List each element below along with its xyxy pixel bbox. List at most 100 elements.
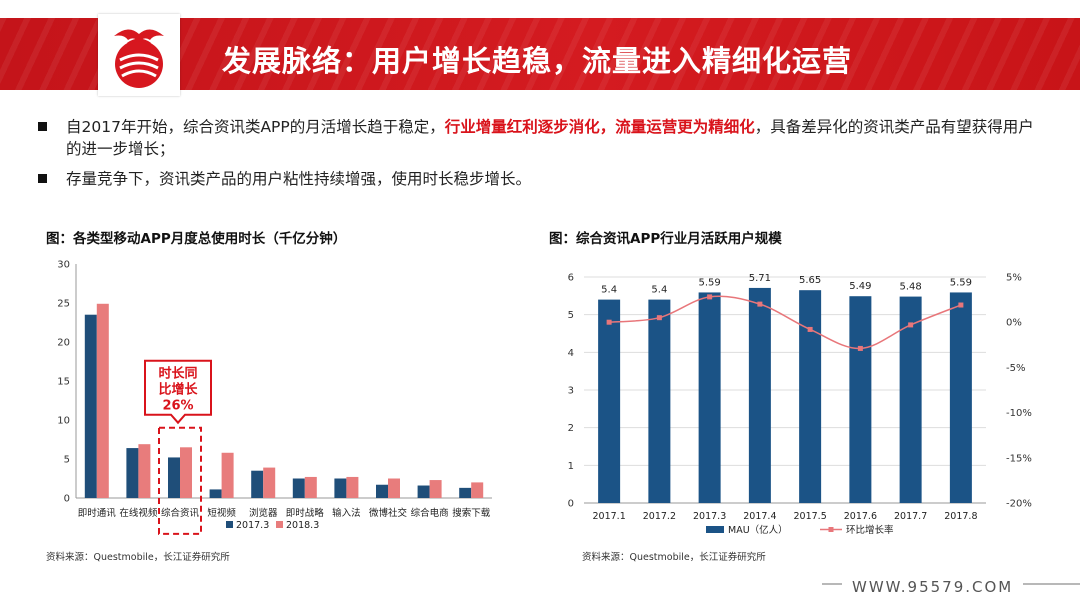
bar-2017.3 <box>292 478 305 498</box>
growth-rate-marker <box>707 294 713 300</box>
growth-rate-marker <box>656 315 662 321</box>
legend-label: 2017.3 <box>236 520 269 531</box>
footer-url: WWW.95579.COM <box>842 578 1024 596</box>
bullet-item-2: 存量竞争下，资讯类产品的用户粘性持续增强，使用时长稳步增长。 <box>36 168 1046 190</box>
y2-tick-label: -5% <box>1006 363 1025 374</box>
x-tick-label: 搜索下载 <box>452 507 491 519</box>
x-tick-label: 在线视频 <box>119 507 158 519</box>
bullet-1-text-end: ，具备差异化的资讯类产品有望获得用户的进一步增长； <box>66 118 1034 158</box>
annotation-text: 26% <box>162 399 193 414</box>
y-tick-label: 0 <box>64 494 70 505</box>
bar-2018.3 <box>221 452 234 498</box>
bar-value-label: 5.4 <box>651 285 667 296</box>
bar-2018.3 <box>180 447 192 498</box>
growth-rate-line <box>609 295 962 350</box>
bar-mau <box>748 287 771 503</box>
y-tick-label: 6 <box>568 273 574 284</box>
bullet-square-icon <box>38 122 47 131</box>
legend-label: MAU（亿人） <box>728 524 788 536</box>
bar-value-label: 5.59 <box>698 277 720 288</box>
highlight-dashed-box <box>158 426 202 535</box>
bar-2017.3 <box>209 489 222 498</box>
y-tick-label: 20 <box>57 338 70 349</box>
bullet-2-text: 存量竞争下，资讯类产品的用户粘性持续增强，使用时长稳步增长。 <box>66 170 532 188</box>
x-tick-label: 即时通讯 <box>78 507 117 519</box>
x-tick-label: 2017.7 <box>894 511 927 522</box>
y-tick-label: 30 <box>57 260 70 271</box>
bar-2017.3 <box>251 470 264 498</box>
y2-tick-label: -10% <box>1006 408 1032 419</box>
right-chart-title: 图：综合资讯APP行业月活跃用户规模 <box>549 231 782 247</box>
phoenix-logo-icon <box>114 29 164 88</box>
bar-2018.3 <box>304 476 317 498</box>
y2-tick-label: 5% <box>1006 273 1022 284</box>
legend-swatch <box>276 521 283 528</box>
annotation-text: 比增长 <box>158 382 198 398</box>
growth-rate-marker <box>807 326 813 332</box>
y-tick-label: 10 <box>57 416 70 427</box>
bar-mau <box>949 292 972 503</box>
legend-label: 2018.3 <box>286 520 319 531</box>
bar-2018.3 <box>96 303 109 498</box>
bullet-1-highlight: 行业增量红利逐步消化，流量运营更为精细化 <box>444 118 755 136</box>
bar-mau <box>648 299 671 503</box>
legend-swatch <box>706 526 724 533</box>
x-tick-label: 即时战略 <box>286 507 325 519</box>
x-tick-label: 2017.3 <box>693 511 726 522</box>
bar-2017.3 <box>84 314 97 498</box>
y-tick-label: 0 <box>568 499 574 510</box>
x-tick-label: 综合电商 <box>411 507 449 519</box>
bar-value-label: 5.59 <box>950 277 972 288</box>
mau-combo-chart: 0 1 2 3 4 5 6 5% 0% -5% -10% -15% -20% 5.4 2017.1 5.4 20… <box>568 273 1032 537</box>
bar-2018.3 <box>388 478 400 498</box>
bar-2018.3 <box>471 482 484 498</box>
x-tick-label: 2017.5 <box>794 511 827 522</box>
x-tick-label: 短视频 <box>207 507 236 519</box>
bar-2018.3 <box>263 467 276 498</box>
right-chart-source: 资料来源：Questmobile，长江证券研究所 <box>582 552 766 563</box>
x-tick-label: 2017.6 <box>844 511 877 522</box>
y-tick-label: 5 <box>568 310 574 321</box>
bar-2018.3 <box>346 476 359 498</box>
x-tick-label: 微博社交 <box>369 507 408 519</box>
growth-rate-marker <box>908 322 914 328</box>
bullet-1-text-start: 自2017年开始，综合资讯类APP的月活增长趋于稳定， <box>66 118 445 136</box>
bar-mau <box>849 296 872 503</box>
annotation-callout <box>144 359 212 425</box>
bar-mau <box>799 290 822 503</box>
y-tick-label: 3 <box>568 386 574 397</box>
bar-2017.3 <box>417 485 430 498</box>
y2-tick-label: -15% <box>1006 453 1032 464</box>
bar-2017.3 <box>126 448 139 498</box>
y2-tick-label: -20% <box>1006 499 1032 510</box>
page-title: 发展脉络：用户增长趋稳，流量进入精细化运营 <box>222 44 853 78</box>
bar-2018.3 <box>429 480 442 498</box>
bar-2018.3 <box>138 444 151 498</box>
banner-pattern <box>0 18 1080 90</box>
y-tick-label: 25 <box>57 299 70 310</box>
y2-tick-label: 0% <box>1006 318 1022 329</box>
bar-value-label: 5.49 <box>849 281 871 292</box>
growth-rate-marker <box>958 302 964 308</box>
y-tick-label: 15 <box>57 377 70 388</box>
left-chart-title: 图：各类型移动APP月度总使用时长（千亿分钟） <box>46 231 347 247</box>
bar-2017.3 <box>168 457 180 498</box>
bar-mau <box>598 299 621 503</box>
bar-mau <box>899 296 922 503</box>
legend-swatch <box>226 521 233 528</box>
usage-time-bar-chart: 0 5 10 15 20 25 30 即时通讯 在线视频 综合资讯 短视频 浏览器 即时战略 输入法 微博社… <box>57 260 492 535</box>
bar-value-label: 5.48 <box>899 282 921 293</box>
bar-value-label: 5.4 <box>601 285 617 296</box>
bullet-square-icon <box>38 174 47 183</box>
growth-rate-marker <box>606 319 612 325</box>
growth-rate-marker <box>857 345 863 351</box>
x-tick-label: 2017.4 <box>743 511 776 522</box>
bar-2017.3 <box>459 487 472 498</box>
y-tick-label: 2 <box>568 423 574 434</box>
x-tick-label: 2017.2 <box>643 511 676 522</box>
y-tick-label: 5 <box>64 455 70 466</box>
x-tick-label: 2017.1 <box>593 511 626 522</box>
x-tick-label: 综合资讯 <box>161 507 200 519</box>
logo <box>98 14 180 96</box>
x-tick-label: 浏览器 <box>249 507 278 519</box>
